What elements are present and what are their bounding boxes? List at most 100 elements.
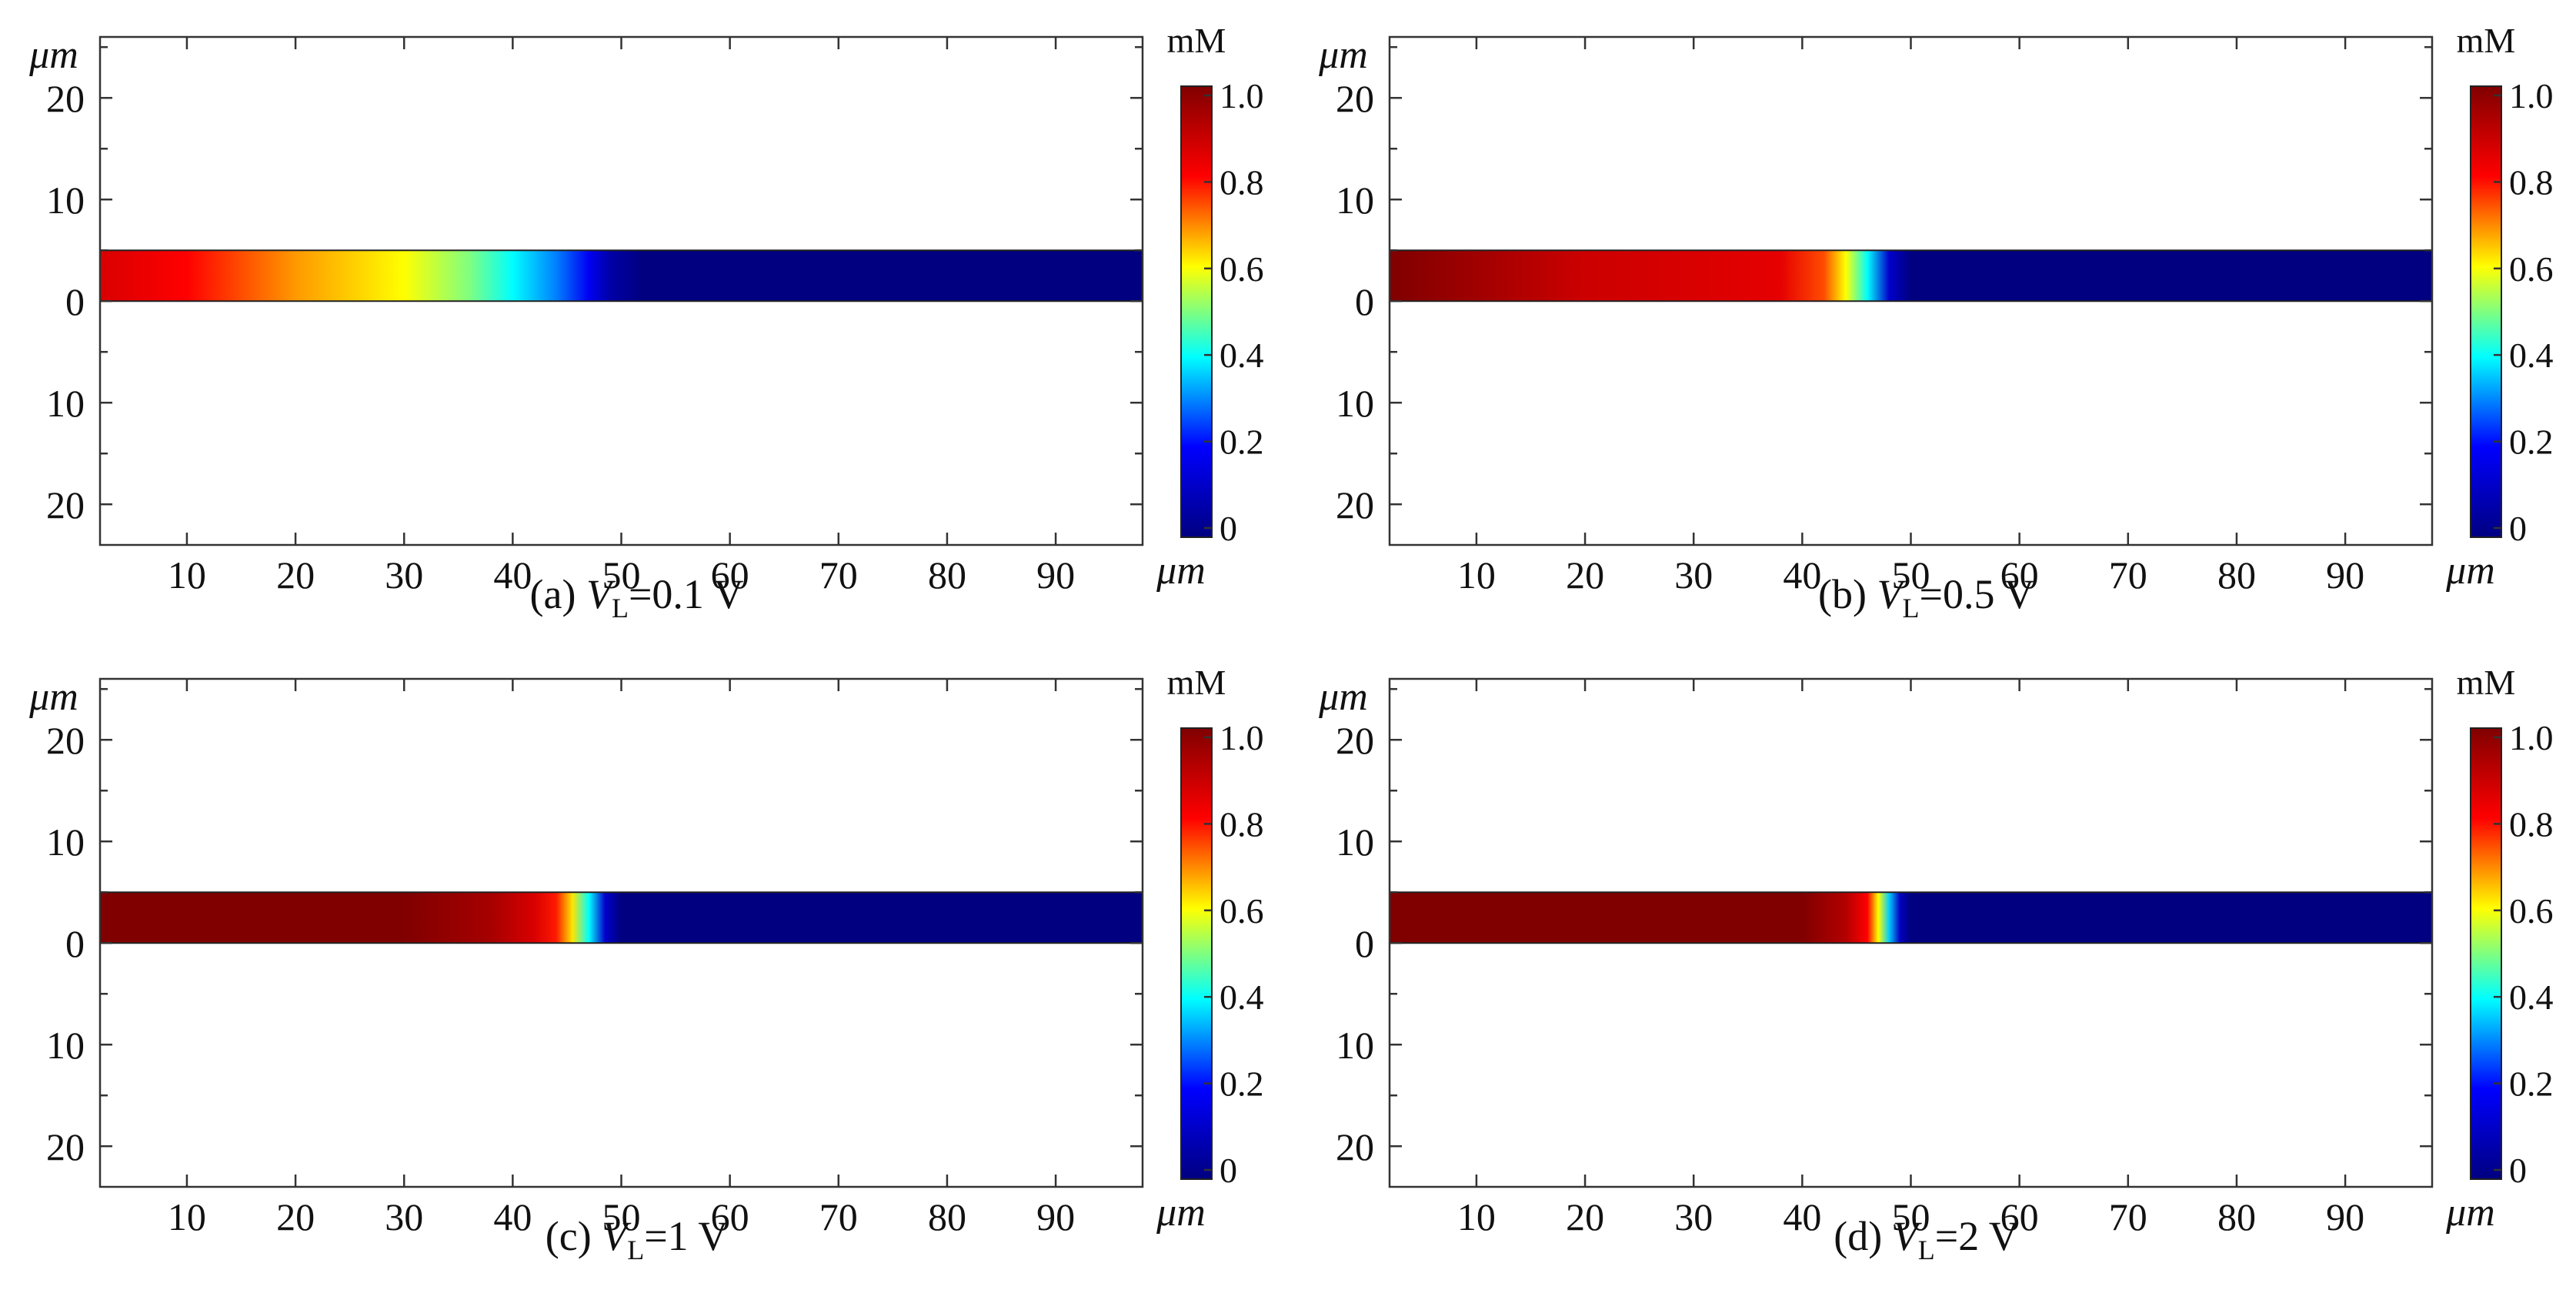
caption-prefix: (b) [1818,571,1877,617]
x-tick-label: 90 [2326,1195,2364,1238]
caption-prefix: (c) [546,1213,602,1259]
y-tick-label: 0 [1355,922,1374,965]
y-tick-label: 10 [46,179,85,222]
x-tick-label: 80 [928,553,966,597]
colorbar [2470,85,2502,538]
concentration-channel [100,892,1143,944]
x-tick-label: 90 [1036,1195,1075,1238]
colorbar-tick-label: 0.6 [1220,891,1264,931]
caption-subscript: L [1918,1235,1935,1265]
x-tick-label: 10 [168,1195,206,1238]
x-tick-label: 30 [1674,553,1713,597]
colorbar-tick-label: 0.4 [2509,977,2554,1017]
y-tick-label: 20 [1336,1125,1374,1168]
y-unit-label: μm [1318,675,1368,719]
caption-variable: V [1893,1213,1923,1259]
caption-variable: V [1877,571,1907,617]
colorbar-tick-label: 0 [2509,1151,2527,1190]
colorbar-tick-label: 0.6 [2509,891,2554,931]
colorbar-unit-label: mM [2457,663,2516,702]
colorbar-tick-label: 0.4 [1220,336,1264,375]
caption-variable: V [602,1213,632,1259]
panel-caption: (c) VL=1 V [546,1213,728,1265]
y-tick-label: 20 [1336,483,1374,526]
x-tick-label: 10 [1457,553,1496,597]
caption-subscript: L [627,1235,644,1265]
y-tick-label: 0 [65,280,85,323]
caption-value: =2 V [1935,1213,2019,1259]
x-tick-label: 30 [1674,1195,1713,1238]
colorbar-unit-label: mM [1167,663,1226,702]
x-tick-label: 60 [2000,1195,2039,1238]
x-tick-label: 50 [602,1195,641,1238]
x-tick-label: 70 [2109,553,2147,597]
x-tick-label: 40 [1783,1195,1821,1238]
colorbar [2470,727,2502,1180]
colorbar-tick-label: 1.0 [2509,718,2554,757]
x-tick-label: 40 [493,553,532,597]
y-tick-label: 10 [1336,382,1374,425]
x-tick-label: 40 [493,1195,532,1238]
x-unit-label: μm [1156,549,1206,593]
y-unit-label: μm [28,33,78,77]
colorbar-tick-label: 0.8 [2509,162,2554,202]
colorbar-tick-label: 0.6 [1220,249,1264,289]
caption-variable: V [586,571,616,617]
x-tick-label: 10 [1457,1195,1496,1238]
colorbar-unit-label: mM [2457,21,2516,60]
x-tick-label: 80 [2217,553,2256,597]
colorbar-tick-label: 0.8 [2509,804,2554,844]
y-tick-label: 0 [65,922,85,965]
y-tick-label: 20 [46,1125,85,1168]
colorbar [1180,727,1213,1180]
y-unit-label: μm [1318,33,1368,77]
x-unit-label: μm [2445,1191,2495,1235]
panel-caption: (d) VL=2 V [1834,1213,2018,1265]
y-tick-label: 10 [1336,820,1374,864]
x-tick-label: 30 [385,1195,423,1238]
x-tick-label: 20 [276,553,315,597]
x-tick-label: 50 [602,553,641,597]
y-tick-label: 20 [1336,77,1374,120]
x-unit-label: μm [2445,549,2495,593]
x-tick-label: 40 [1783,553,1821,597]
caption-subscript: L [612,593,629,623]
colorbar-tick-label: 0.2 [1220,423,1264,462]
y-tick-label: 0 [1355,280,1374,323]
caption-value: =0.1 V [629,571,743,617]
colorbar-tick-label: 0 [1220,509,1237,548]
y-tick-label: 20 [46,483,85,526]
x-tick-label: 20 [1566,1195,1604,1238]
colorbar-tick-label: 0.8 [1220,804,1264,844]
y-tick-label: 10 [1336,1024,1374,1067]
y-tick-label: 10 [46,820,85,864]
colorbar-tick-label: 0.6 [2509,249,2554,289]
x-tick-label: 20 [1566,553,1604,597]
colorbar-tick-label: 1.0 [1220,76,1264,115]
colorbar-tick-label: 1.0 [2509,76,2554,115]
y-tick-label: 20 [1336,719,1374,762]
x-tick-label: 20 [276,1195,315,1238]
x-tick-label: 30 [385,553,423,597]
colorbar-tick-label: 0.4 [2509,336,2554,375]
caption-prefix: (d) [1834,1213,1892,1259]
x-tick-label: 70 [2109,1195,2147,1238]
x-tick-label: 90 [1036,553,1075,597]
panel-caption: (a) VL=0.1 V [530,571,744,623]
y-tick-label: 10 [46,1024,85,1067]
x-tick-label: 80 [2217,1195,2256,1238]
colorbar [1180,85,1213,538]
y-tick-label: 20 [46,77,85,120]
caption-value: =1 V [644,1213,728,1259]
panel-caption: (b) VL=0.5 V [1818,571,2034,623]
caption-subscript: L [1902,593,1919,623]
colorbar-tick-label: 0.2 [1220,1064,1264,1104]
x-tick-label: 60 [711,1195,749,1238]
caption-prefix: (a) [530,571,586,617]
colorbar-unit-label: mM [1167,21,1226,60]
